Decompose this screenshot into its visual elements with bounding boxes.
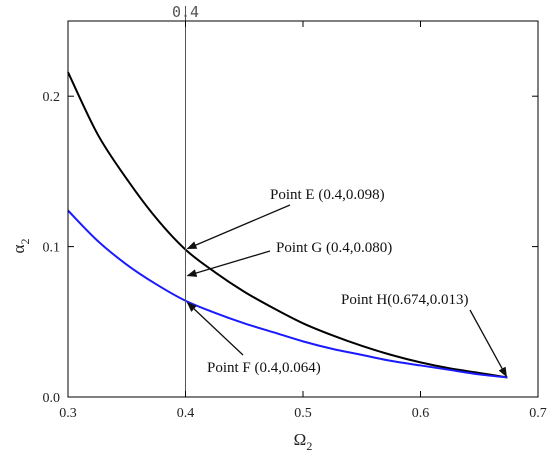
series-line-1 — [67, 71, 508, 379]
x-tick-label: 0.4 — [177, 406, 195, 421]
tick-layer: 0.3 0.4 0.5 0.6 0.7 0.0 0.1 0.2 — [43, 21, 547, 421]
annotation-label: Point F (0.4,0.064) — [207, 360, 321, 376]
x-tick-label: 0.6 — [412, 406, 430, 421]
series-layer — [67, 71, 508, 379]
x-axis-title: Ω2 — [294, 430, 313, 453]
series-line-2 — [67, 209, 508, 379]
vertical-line-label: 0.4 — [172, 3, 199, 21]
y-tick-label: 0.1 — [43, 241, 61, 256]
annotation-label: Point G (0.4,0.080) — [276, 240, 392, 256]
y-axis-title: α2 — [9, 239, 32, 254]
annotation-arrow — [186, 204, 291, 250]
annotation-arrow — [186, 302, 244, 356]
x-tick-label: 0.5 — [294, 406, 312, 421]
vline-layer: 0.4 — [172, 3, 199, 397]
annotation-label: Point H(0.674,0.013) — [341, 292, 469, 308]
y-tick-label: 0.2 — [43, 90, 61, 105]
x-tick-label: 0.3 — [59, 406, 77, 421]
annotation-label: Point E (0.4,0.098) — [270, 187, 385, 203]
annotation-layer: Point E (0.4,0.098) Point G (0.4,0.080) Po… — [186, 187, 508, 378]
annotation-arrow — [469, 309, 508, 378]
x-tick-label: 0.7 — [529, 406, 547, 421]
y-tick-label: 0.0 — [43, 391, 61, 406]
annotation-arrow — [186, 250, 271, 277]
